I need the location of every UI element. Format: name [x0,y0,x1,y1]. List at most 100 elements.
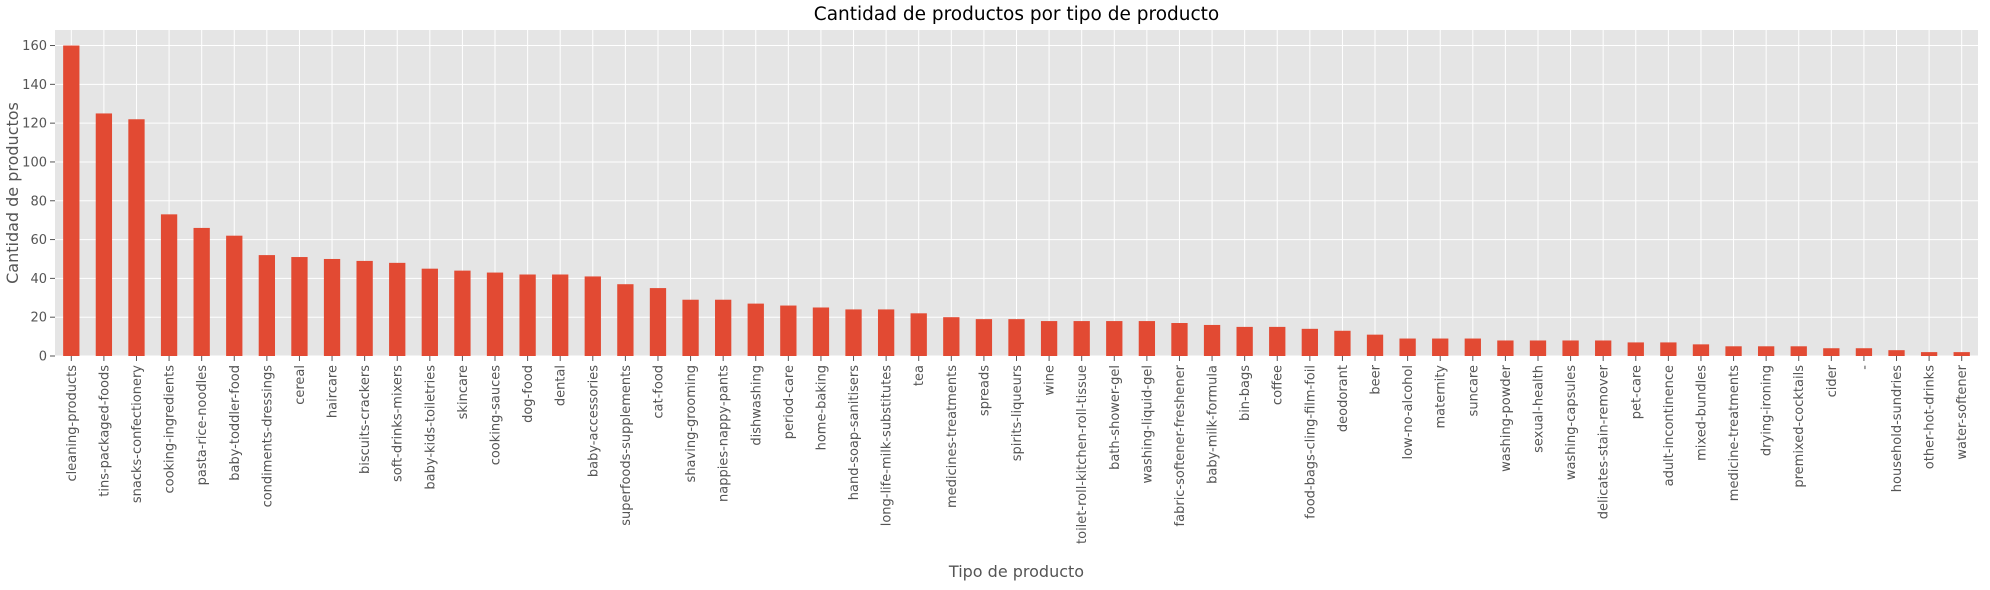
bar-25 [877,309,895,356]
x-tick-label: baby-milk-formula [1206,365,1221,484]
x-tick-label: food-bags-cling-film-foil [1303,365,1318,519]
x-tick-label: bin-bags [1238,365,1253,421]
bar-1 [95,113,113,356]
bar-14 [519,274,536,356]
x-tick-label: cereal [293,365,308,405]
bar-31 [1073,321,1090,356]
x-tick-label: sexual-health [1531,365,1546,453]
x-tick-label: long-life-milk-substitutes [880,365,895,527]
bar-53 [1790,346,1807,356]
x-tick-label: cleaning-products [65,365,80,482]
bar-32 [1106,321,1123,356]
bar-41 [1399,338,1416,356]
bar-49 [1660,342,1677,356]
x-tick-label: maternity [1434,365,1449,429]
x-tick-label: toilet-roll-kitchen-roll-tissue [1075,365,1090,544]
x-tick-label: cider [1825,364,1840,397]
bar-2 [128,119,145,356]
x-tick-label: pasta-rice-noodles [195,365,210,486]
bar-6 [258,255,276,356]
x-tick-label: adult-incontinence [1662,365,1677,486]
bar-52 [1757,346,1775,356]
bar-57 [1920,352,1938,356]
x-tick-label: superfoods-supplements [619,365,634,526]
x-tick-label: fabric-softener-freshener [1173,364,1188,526]
bar-40 [1366,334,1384,356]
x-tick-label: cooking-sauces [489,365,504,466]
bar-28 [975,319,993,356]
bar-20 [715,299,732,356]
x-axis-label: Tipo de producto [948,562,1084,581]
bar-4 [193,227,210,356]
bar-33 [1138,321,1156,356]
bar-9 [356,260,373,356]
bar-39 [1334,330,1351,356]
bar-34 [1171,323,1188,356]
bar-36 [1236,326,1253,356]
x-tick-label: soft-drinks-mixers [391,365,406,482]
bar-12 [454,270,471,356]
bar-13 [486,272,504,356]
bar-7 [291,257,308,356]
x-tick-label: wine [1043,365,1058,395]
bar-29 [1008,319,1025,356]
y-tick-label: 0 [39,350,47,365]
x-tick-label: baby-accessories [586,365,601,477]
bar-23 [812,307,830,356]
bar-42 [1432,338,1449,356]
bar-38 [1301,328,1318,356]
x-tick-label: pet-care [1629,365,1644,419]
bar-17 [617,284,634,356]
x-tick-label: cooking-ingredients [163,365,178,494]
bar-44 [1497,340,1514,356]
x-tick-label: - [1857,365,1872,370]
bar-21 [747,303,764,356]
bar-19 [682,299,699,356]
x-tick-label: home-baking [814,365,829,450]
y-tick-label: 160 [22,39,47,54]
x-tick-label: dishwashing [749,365,764,446]
bar-56 [1888,350,1905,356]
x-tick-label: period-care [782,365,797,439]
x-tick-label: nappies-nappy-pants [717,365,732,502]
chart-title: Cantidad de productos por tipo de produc… [814,4,1219,25]
x-tick-label: medicines-treatments [945,365,960,508]
y-tick-label: 60 [30,233,47,248]
x-tick-label: spirits-liqueurs [1010,365,1025,461]
x-tick-label: baby-kids-toiletries [423,365,438,490]
bars [63,45,1970,357]
y-tick-label: 80 [30,194,47,209]
bar-54 [1823,348,1840,356]
bar-51 [1725,346,1742,356]
x-tick-label: hand-soap-sanitisers [847,365,862,500]
bar-37 [1269,326,1286,356]
x-tick-label: condiments-dressings [260,365,275,508]
x-tick-label: other-hot-drinks [1923,365,1938,469]
x-tick-label: suncare [1466,365,1481,416]
x-tick-label: tea [912,365,927,386]
x-tick-label: spreads [977,365,992,416]
x-tick-label: washing-capsules [1564,365,1579,480]
x-tick-label: drying-ironing [1760,365,1775,456]
y-tick-label: 40 [30,272,47,287]
bar-16 [584,276,601,356]
bar-30 [1040,321,1058,356]
x-tick-labels: cleaning-products tins-packaged-foods snac… [65,356,1970,544]
x-tick-label: deodorant [1336,365,1351,432]
bar-0 [63,45,80,357]
x-tick-label: medicine-treatments [1727,365,1742,501]
x-tick-label: washing-powder [1499,364,1514,471]
x-tick-label: water-softener [1955,364,1970,459]
x-tick-label: cat-food [651,365,666,419]
y-tick-label: 20 [30,311,47,326]
bar-26 [910,313,927,356]
bar-35 [1203,324,1221,356]
y-axis-label: Cantidad de productos [3,102,22,284]
bar-47 [1595,340,1612,356]
bar-5 [226,235,243,356]
bar-45 [1529,340,1547,356]
bar-10 [389,262,406,356]
y-tick-label: 100 [22,155,47,170]
